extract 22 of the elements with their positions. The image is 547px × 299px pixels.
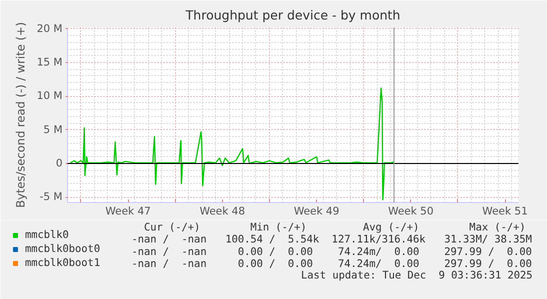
chart-title: Throughput per device - by month	[184, 8, 400, 22]
legend-label: mmcblk0boot0	[25, 243, 100, 255]
x-tick-label: Week 51	[482, 206, 528, 218]
x-tick-label: Week 50	[388, 206, 434, 218]
text: -nan / -nan 0.00 / 0.00 74.24m/ 0.00 297.99 / 0.00	[132, 246, 532, 258]
text: -nan / -nan 0.00 / 0.00 74.24m/ 0.00 297.99 / 0.00	[132, 258, 532, 270]
y-tick-label: -5 M	[40, 191, 63, 204]
legend-label: mmcblk0boot1	[25, 257, 100, 269]
text: Cur (-/+) Min (-/+) Avg (-/+) Max (-/+)	[132, 222, 526, 234]
x-tick-label: Week 47	[105, 206, 151, 218]
line-series	[70, 87, 395, 200]
y-axis-title: Bytes/second read (-) / write (+)	[14, 22, 28, 208]
legend-label: mmcblk0	[25, 229, 69, 241]
y-tick-label: 20 M	[36, 22, 63, 35]
text: Last update: Tue Dec 9 03:36:31 2025	[301, 270, 533, 282]
x-tick-label: Week 49	[294, 206, 340, 218]
y-tick-label: 5 M	[43, 124, 62, 136]
y-tick-label: 10 M	[36, 90, 63, 102]
y-tick-label: 15 M	[36, 56, 63, 68]
y-tick-label: 0	[56, 157, 63, 170]
text: -nan / -nan 100.54 / 5.54k 127.11k/316.46k 31.33M/ 38.35M	[132, 234, 532, 246]
x-tick-label: Week 48	[200, 206, 246, 218]
